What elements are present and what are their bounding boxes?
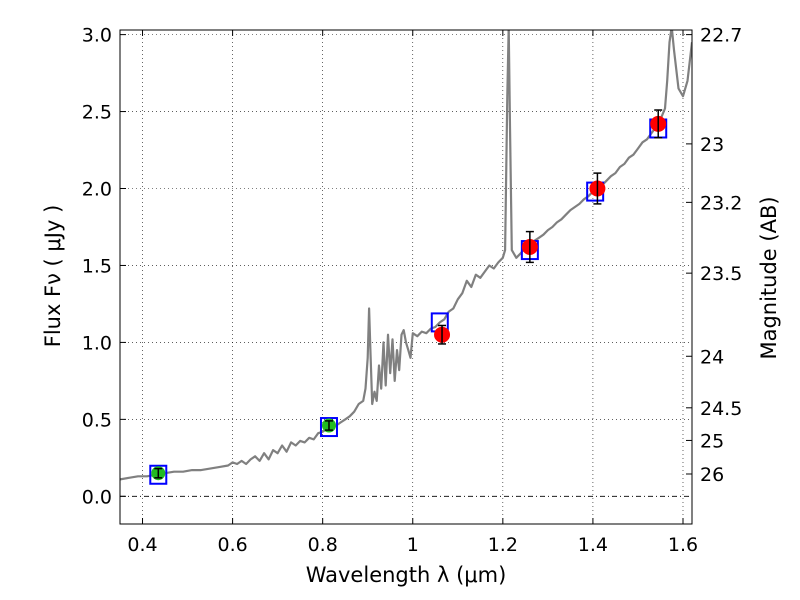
x-tick-label: 1.2 <box>488 534 518 556</box>
y-tick-label: 1.0 <box>82 332 112 354</box>
grid-lines <box>120 30 692 524</box>
x-tick-label: 0.4 <box>127 534 157 556</box>
markers-layer <box>149 109 668 485</box>
y-axis-label: Flux Fν ( μJy ) <box>41 205 65 348</box>
x-tick-label: 0.6 <box>217 534 247 556</box>
right-tick-label: 26 <box>700 464 724 486</box>
right-tick-label: 23.2 <box>700 192 742 214</box>
right-tick-label: 23.5 <box>700 263 742 285</box>
x-tick-label: 0.8 <box>308 534 338 556</box>
right-axis-label: Magnitude (AB) <box>757 196 781 359</box>
x-tick-label: 1.6 <box>668 534 698 556</box>
plot-frame <box>119 29 693 525</box>
right-tick-label: 25 <box>700 430 724 452</box>
y-tick-label: 3.0 <box>82 25 112 47</box>
right-tick-label: 24 <box>700 346 724 368</box>
y-tick-label: 2.5 <box>82 102 112 124</box>
x-axis-label: Wavelength λ (μm) <box>306 563 507 587</box>
spectrum-layer <box>120 30 692 481</box>
x-tick-label: 1 <box>407 534 419 556</box>
y-tick-label: 0.5 <box>82 409 112 431</box>
right-tick-label: 23 <box>700 134 724 156</box>
model-square-marker <box>149 464 168 485</box>
y-tick-label: 0.0 <box>82 486 112 508</box>
axis-ticks: 0.4 0.6 0.8 1 1.2 1.4 1.6 0.0 0.5 1.0 1.5 2.0 2.5 3.0… <box>82 25 743 556</box>
spectrum-line <box>120 30 692 481</box>
model-square-marker <box>319 417 338 438</box>
right-tick-label: 24.5 <box>700 398 742 420</box>
x-tick-label: 1.4 <box>578 534 608 556</box>
y-tick-label: 1.5 <box>82 255 112 277</box>
right-tick-label: 22.7 <box>700 25 742 47</box>
y-tick-label: 2.0 <box>82 179 112 201</box>
